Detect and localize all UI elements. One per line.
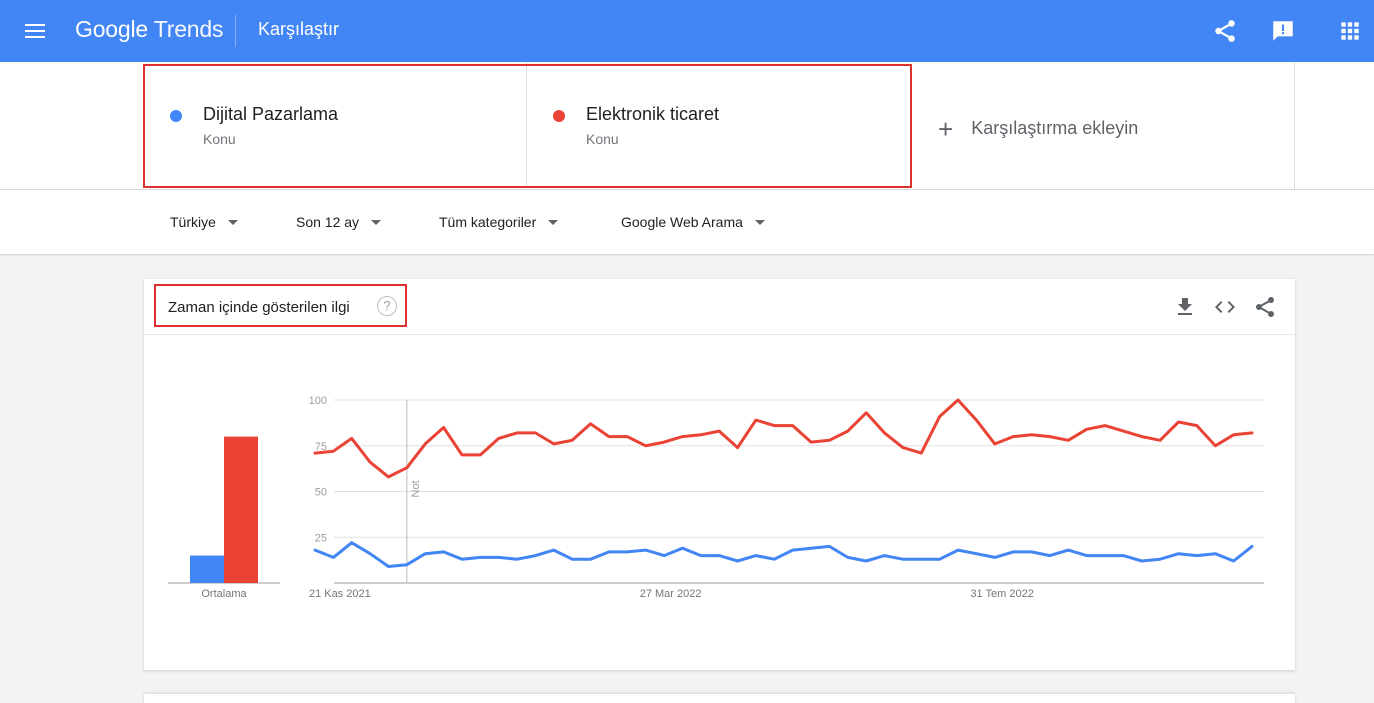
category-filter-label: Tüm kategoriler xyxy=(439,214,537,230)
series-color-dot xyxy=(553,110,565,122)
caret-down-icon xyxy=(548,219,559,225)
x-tick-label: 31 Tem 2022 xyxy=(970,588,1033,600)
period-filter-label: Son 12 ay xyxy=(296,214,360,230)
search-property-filter[interactable]: Google Web Arama xyxy=(621,214,765,230)
region-filter-label: Türkiye xyxy=(170,214,216,230)
feedback-icon[interactable] xyxy=(1270,18,1296,44)
interest-chart: 25 50 75 100 Not 21 Kas 2021 27 Mar 2022 31 Tem… xyxy=(168,395,1264,600)
help-icon[interactable]: ? xyxy=(377,296,397,316)
compare-terms-row: Dijital Pazarlama Konu Elektronik ticare… xyxy=(0,62,1374,190)
card-title: Zaman içinde gösterilen ilgi xyxy=(168,299,350,316)
top-app-bar: Google Trends Karşılaştır xyxy=(0,0,1374,62)
apps-icon[interactable] xyxy=(1337,18,1363,44)
y-tick-label: 25 xyxy=(315,532,327,544)
page-title: Karşılaştır xyxy=(258,19,340,39)
caret-down-icon xyxy=(371,219,382,225)
y-tick-label: 50 xyxy=(315,487,327,499)
series-line-elektronik-ticaret xyxy=(313,398,1254,479)
plus-icon: + xyxy=(938,113,954,144)
caret-down-icon xyxy=(754,219,765,225)
period-filter[interactable]: Son 12 ay xyxy=(296,214,382,230)
share-icon[interactable] xyxy=(1253,295,1277,319)
series-color-dot xyxy=(170,110,182,122)
average-bar-elektronik-ticaret xyxy=(224,436,258,583)
interest-over-time-card: Zaman içinde gösterilen ilgi ? 25 50 75 100… xyxy=(144,279,1295,670)
annotation-label: Not xyxy=(410,480,422,497)
x-tick-label: 21 Kas 2021 xyxy=(309,588,371,600)
term-name: Elektronik ticaret xyxy=(586,104,720,124)
series-line-dijital-pazarlama xyxy=(313,541,1254,568)
average-bar-dijital-pazarlama xyxy=(190,555,224,583)
term-type: Konu xyxy=(586,131,619,147)
menu-icon[interactable] xyxy=(22,20,48,42)
next-card-edge xyxy=(144,694,1295,703)
logo-trends: Trends xyxy=(153,16,224,42)
y-tick-label: 100 xyxy=(309,395,327,407)
filter-bar: Türkiye Son 12 ay Tüm kategoriler Google… xyxy=(0,190,1374,254)
download-icon[interactable] xyxy=(1173,295,1197,319)
logo-google: Google xyxy=(75,16,148,42)
google-trends-logo[interactable]: Google Trends xyxy=(75,16,223,43)
term-card-dijital-pazarlama[interactable]: Dijital Pazarlama Konu xyxy=(145,62,527,187)
card-header: Zaman içinde gösterilen ilgi ? xyxy=(144,279,1295,335)
search-property-label: Google Web Arama xyxy=(621,214,743,230)
caret-down-icon xyxy=(227,219,238,225)
term-type: Konu xyxy=(203,131,236,147)
bar-category-label: Ortalama xyxy=(201,588,247,600)
region-filter[interactable]: Türkiye xyxy=(170,214,238,230)
header-divider xyxy=(235,15,236,47)
term-card-elektronik-ticaret[interactable]: Elektronik ticaret Konu xyxy=(528,62,912,187)
compare-divider xyxy=(1294,62,1295,190)
term-name: Dijital Pazarlama xyxy=(203,104,339,124)
category-filter[interactable]: Tüm kategoriler xyxy=(439,214,559,230)
y-tick-label: 75 xyxy=(315,441,327,453)
x-tick-label: 27 Mar 2022 xyxy=(640,588,702,600)
share-icon[interactable] xyxy=(1212,18,1238,44)
embed-icon[interactable] xyxy=(1213,295,1237,319)
add-comparison-button[interactable]: + Karşılaştırma ekleyin xyxy=(938,113,1139,144)
add-comparison-label: Karşılaştırma ekleyin xyxy=(971,118,1139,138)
